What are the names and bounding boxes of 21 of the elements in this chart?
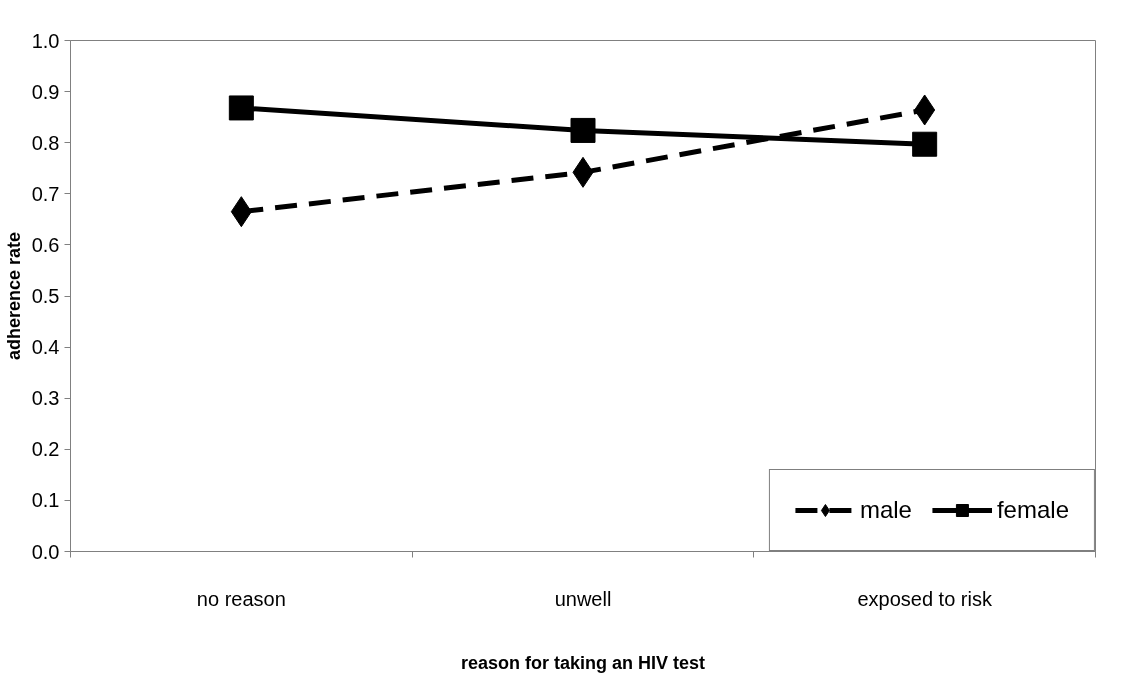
x-tick-label: unwell <box>554 587 612 610</box>
point <box>570 117 596 143</box>
y-tick-label: 1.0 <box>31 29 60 52</box>
y-axis-title: adherence rate <box>3 231 24 361</box>
legend-label: male <box>859 496 912 524</box>
y-tick-label: 0.3 <box>31 387 60 410</box>
x-tick-label: no reason <box>196 587 286 610</box>
y-tick-label: 0.6 <box>31 233 60 256</box>
legend-label: female <box>996 496 1069 524</box>
point <box>912 131 938 157</box>
y-tick-label: 0.7 <box>31 182 60 205</box>
y-tick-label: 0.4 <box>31 336 60 359</box>
y-tick-label: 0.8 <box>31 131 60 154</box>
y-tick-label: 0.1 <box>31 489 60 512</box>
x-axis-title: reason for taking an HIV test <box>460 652 706 673</box>
y-tick-label: 0.9 <box>31 80 60 103</box>
y-tick-label: 0.5 <box>31 285 60 307</box>
point <box>228 95 254 121</box>
y-tick-label: 0.0 <box>31 540 60 563</box>
y-tick-label: 0.2 <box>31 438 60 461</box>
x-tick-label: exposed to risk <box>857 587 993 610</box>
